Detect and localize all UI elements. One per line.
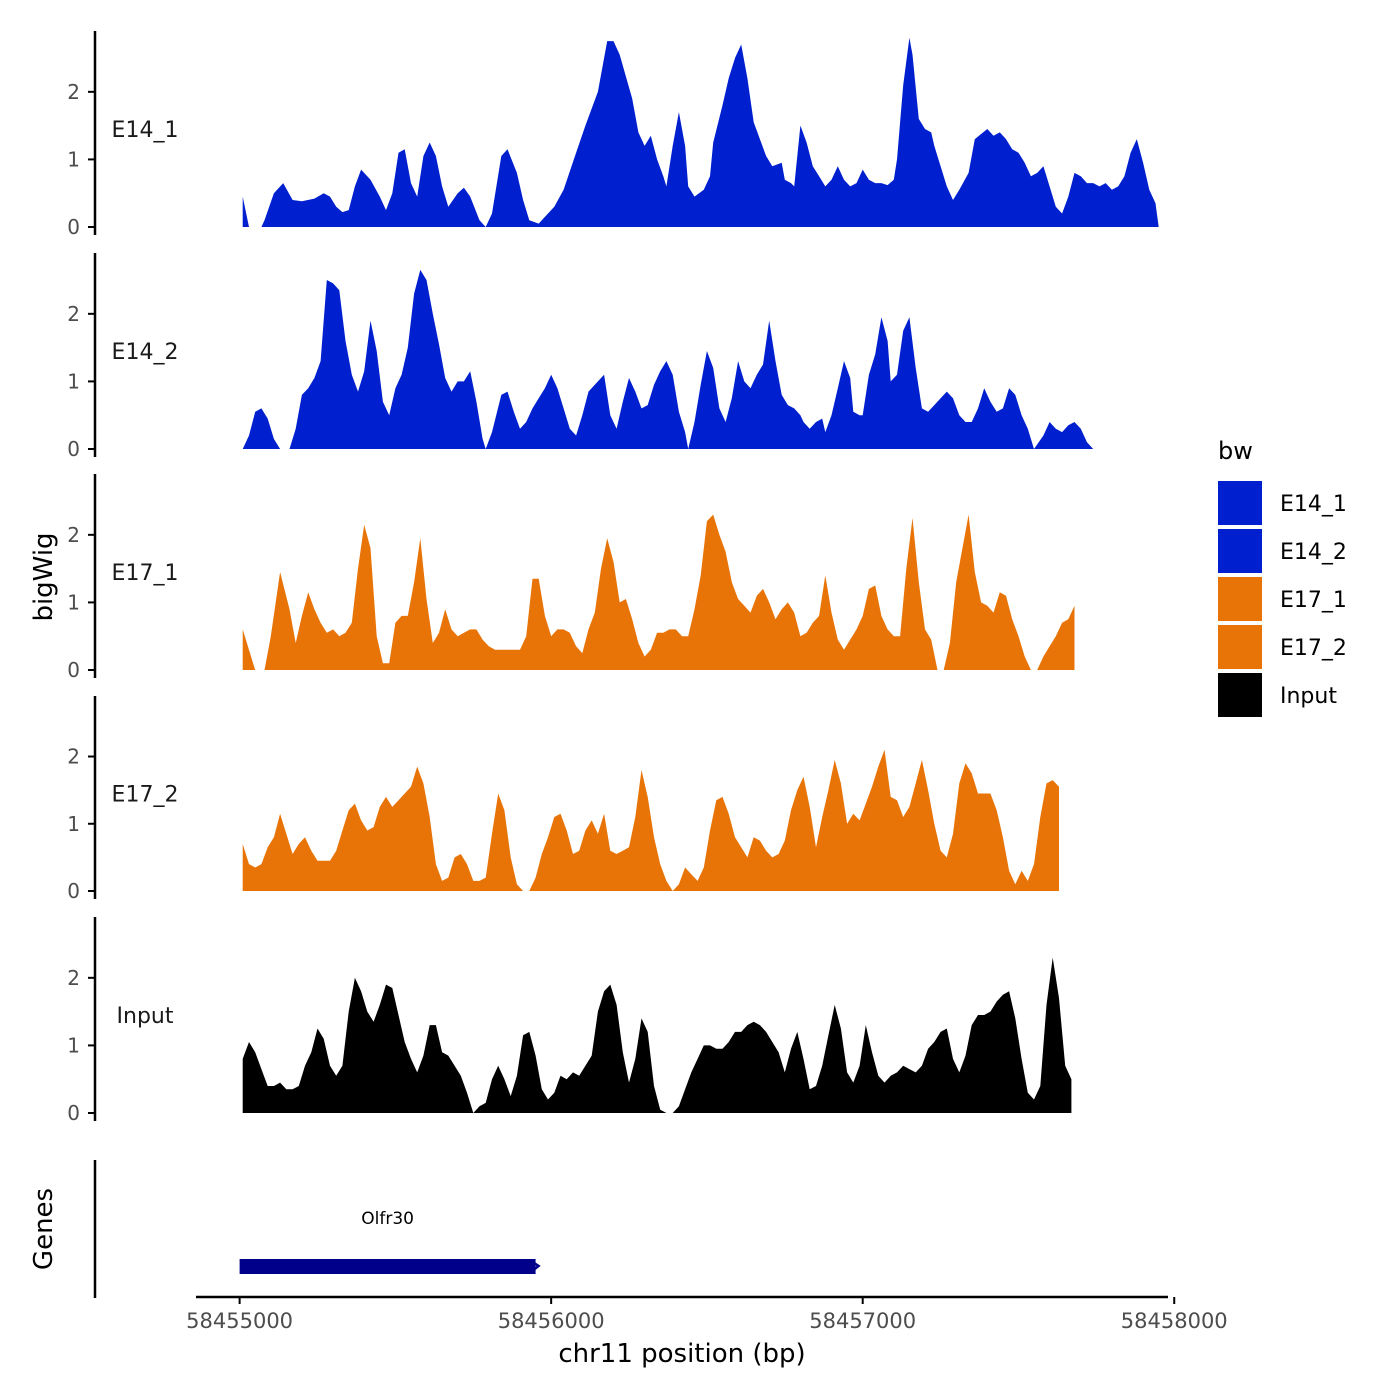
track-e17-1: 0 1 2 E17_1 [67, 474, 1075, 682]
track-label: E17_2 [112, 783, 179, 808]
signal-area [242, 269, 1094, 449]
legend-swatch [1218, 577, 1262, 621]
x-axis: 58455000 58456000 58457000 58458000 [186, 1295, 1228, 1333]
y-tick-label: 0 [67, 658, 80, 682]
legend-label: Input [1280, 684, 1337, 709]
track-e17-2: 0 1 2 E17_2 [67, 696, 1059, 903]
x-tick-label: 58455000 [186, 1309, 293, 1333]
legend-swatch [1218, 625, 1262, 669]
signal-area [242, 749, 1059, 891]
y-tick-label: 0 [67, 437, 80, 461]
y-tick-label: 1 [67, 812, 80, 836]
gene-track: Olfr30 [93, 1160, 541, 1298]
gene-label: Olfr30 [361, 1209, 414, 1229]
y-tick-label: 1 [67, 1033, 80, 1057]
legend-swatch [1218, 481, 1262, 525]
gene-body [239, 1259, 536, 1274]
y-axis-title-genes: Genes [29, 1188, 59, 1270]
x-tick-label: 58457000 [809, 1309, 916, 1333]
y-tick-label: 0 [67, 879, 80, 903]
x-tick-label: 58458000 [1121, 1309, 1228, 1333]
legend-label: E17_2 [1280, 636, 1347, 661]
track-label: E14_2 [112, 340, 179, 365]
y-tick-label: 1 [67, 369, 80, 393]
signal-area [242, 514, 1075, 670]
track-input: 0 1 2 Input [67, 917, 1072, 1125]
y-tick-label: 1 [67, 590, 80, 614]
y-tick-label: 0 [67, 1101, 80, 1125]
y-tick-label: 0 [67, 215, 80, 239]
track-label: Input [117, 1004, 174, 1029]
y-tick-label: 2 [67, 302, 80, 326]
legend-title: bw [1218, 437, 1253, 465]
track-e14-2: 0 1 2 E14_2 [67, 253, 1094, 461]
signal-area [242, 37, 1159, 227]
legend-label: E14_2 [1280, 540, 1347, 565]
y-tick-label: 2 [67, 80, 80, 104]
y-axis-title-bigwig: bigWig [29, 532, 59, 621]
legend: E14_1 E14_2 E17_1 E17_2 Input [1218, 481, 1347, 717]
legend-swatch [1218, 529, 1262, 573]
track-e14-1: 0 1 2 E14_1 [67, 31, 1159, 239]
x-tick-label: 58456000 [498, 1309, 605, 1333]
strand-arrow-icon [528, 1258, 541, 1274]
track-label: E17_1 [112, 561, 179, 586]
track-label: E14_1 [112, 118, 179, 143]
y-tick-label: 1 [67, 147, 80, 171]
signal-area [242, 957, 1072, 1113]
y-tick-label: 2 [67, 745, 80, 769]
tracks-group: 0 1 2 E14_1 0 1 2 E14_2 0 1 2 E17_1 0 1 2 E17_2 0 1 2 Input [67, 31, 1159, 1125]
legend-label: E17_1 [1280, 588, 1347, 613]
y-tick-label: 2 [67, 966, 80, 990]
legend-label: E14_1 [1280, 492, 1347, 517]
x-axis-title: chr11 position (bp) [558, 1339, 805, 1369]
y-tick-label: 2 [67, 523, 80, 547]
legend-swatch [1218, 673, 1262, 717]
